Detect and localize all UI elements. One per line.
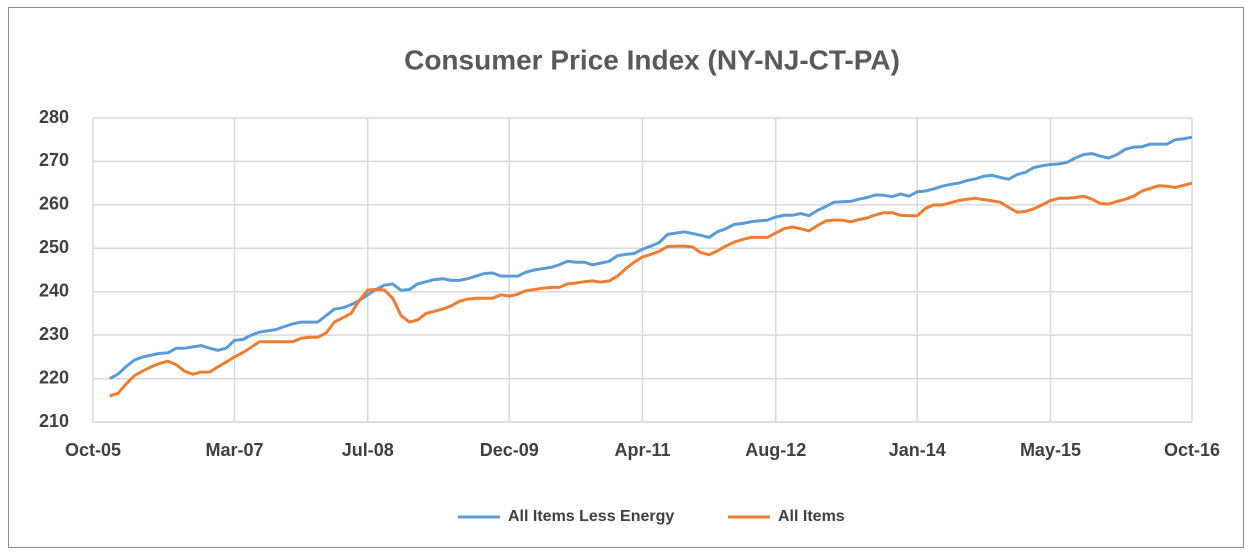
legend-label: All Items	[778, 508, 845, 525]
chart-border	[8, 7, 1244, 548]
y-tick-label: 260	[39, 194, 69, 214]
y-tick-label: 270	[39, 150, 69, 170]
series-line	[108, 135, 1193, 380]
series-line	[109, 181, 1193, 398]
x-tick-label: Mar-07	[206, 440, 264, 460]
y-tick-label: 230	[39, 324, 69, 344]
chart-title: Consumer Price Index (NY-NJ-CT-PA)	[404, 44, 900, 75]
x-tick-label: May-15	[1020, 440, 1081, 460]
y-tick-label: 250	[39, 237, 69, 257]
x-tick-label: Oct-16	[1164, 440, 1220, 460]
y-tick-label: 280	[39, 107, 69, 127]
x-tick-label: Jul-08	[342, 440, 394, 460]
x-tick-label: Apr-11	[614, 440, 670, 460]
x-tick-label: Oct-05	[65, 440, 121, 460]
x-tick-label: Jan-14	[889, 440, 946, 460]
y-tick-label: 210	[39, 411, 69, 431]
y-tick-label: 220	[39, 367, 69, 387]
x-tick-label: Dec-09	[480, 440, 539, 460]
y-tick-label: 240	[39, 280, 69, 300]
x-tick-label: Aug-12	[745, 440, 806, 460]
legend-label: All Items Less Energy	[508, 508, 674, 525]
